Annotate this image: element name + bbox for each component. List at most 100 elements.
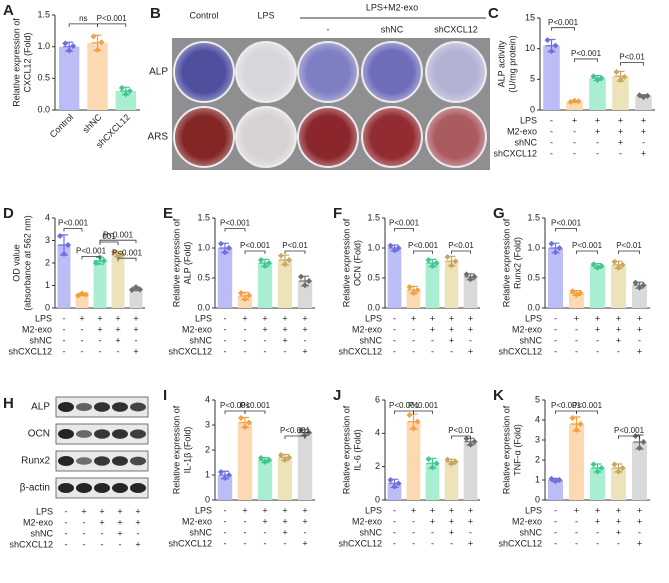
condition-sign: + xyxy=(302,538,307,548)
y-tick-label: 0.5 xyxy=(527,272,540,282)
y-axis-label: ALP activity xyxy=(496,40,506,87)
data-point xyxy=(258,455,264,461)
data-point xyxy=(414,287,421,293)
condition-sign: + xyxy=(282,335,287,345)
condition-sign: - xyxy=(393,324,396,334)
data-point xyxy=(75,292,81,299)
condition-name: M2-exo xyxy=(352,516,382,526)
condition-sign: - xyxy=(264,346,267,356)
condition-sign: + xyxy=(574,313,579,323)
condition-sign: - xyxy=(554,324,557,334)
blot-band xyxy=(112,429,128,439)
condition-sign: + xyxy=(262,516,267,526)
condition-sign: - xyxy=(393,538,396,548)
data-point xyxy=(278,252,284,259)
data-point xyxy=(573,427,580,433)
x-tick-label: shNC xyxy=(81,112,104,135)
condition-sign: + xyxy=(449,516,454,526)
data-point xyxy=(617,76,624,83)
bar xyxy=(547,248,564,308)
data-point xyxy=(101,257,107,264)
data-point xyxy=(433,260,440,266)
data-point xyxy=(590,461,597,468)
condition-sign: + xyxy=(135,506,140,516)
significance-label: P<0.01 xyxy=(619,53,645,62)
condition-sign: - xyxy=(264,527,267,537)
column-label: - xyxy=(327,24,330,34)
condition-sign: - xyxy=(65,517,68,527)
blot-band xyxy=(94,456,110,466)
data-point xyxy=(57,233,63,239)
data-point xyxy=(640,282,647,289)
condition-sign: - xyxy=(431,538,434,548)
condition-sign: + xyxy=(637,313,642,323)
condition-sign: - xyxy=(554,538,557,548)
data-point xyxy=(302,432,308,438)
condition-sign: + xyxy=(302,324,307,334)
condition-sign: + xyxy=(449,324,454,334)
bar xyxy=(635,95,652,110)
condition-sign: - xyxy=(81,324,84,334)
condition-sign: - xyxy=(617,538,620,548)
data-point xyxy=(258,257,264,263)
condition-sign: + xyxy=(97,324,102,334)
blot-band xyxy=(130,402,146,412)
condition-sign: - xyxy=(575,527,578,537)
condition-name: LPS xyxy=(525,505,542,515)
condition-name: M2-exo xyxy=(512,324,542,334)
bar xyxy=(568,293,585,308)
condition-sign: - xyxy=(99,346,102,356)
data-point xyxy=(636,284,643,291)
y-tick-label: 1.0 xyxy=(197,242,210,252)
data-point xyxy=(594,468,601,475)
error-bar xyxy=(279,254,291,266)
y-tick-label: 4 xyxy=(535,414,540,424)
condition-sign: - xyxy=(101,528,104,538)
y-axis-label: TNF-α (Fold) xyxy=(512,424,522,476)
condition-sign: - xyxy=(638,335,641,345)
well-shade xyxy=(362,42,422,102)
significance-label: P<0.001 xyxy=(97,14,128,23)
significance-bracket xyxy=(99,241,119,245)
condition-sign: + xyxy=(616,335,621,345)
data-point xyxy=(613,68,620,75)
y-tick-label: 2 xyxy=(45,257,50,267)
condition-sign: - xyxy=(119,539,122,549)
blot-band xyxy=(76,457,92,465)
significance-label: P<0.01 xyxy=(616,241,642,250)
condition-sign: + xyxy=(411,313,416,323)
data-point xyxy=(266,260,272,266)
y-axis-label: OCN (Fold) xyxy=(352,240,362,286)
error-bar xyxy=(407,413,420,430)
data-point xyxy=(410,290,417,296)
y-tick-label: 1.5 xyxy=(527,212,540,222)
condition-sign: - xyxy=(431,335,434,345)
condition-name: M2-exo xyxy=(23,517,53,527)
blot-band xyxy=(76,403,92,411)
condition-sign: - xyxy=(304,527,307,537)
bar xyxy=(297,281,313,308)
condition-sign: + xyxy=(302,516,307,526)
y-tick-label: 5 xyxy=(535,394,540,404)
panel-letter: E xyxy=(163,205,173,222)
data-point xyxy=(425,257,432,263)
column-label: shNC xyxy=(381,24,404,34)
condition-name: LPS xyxy=(35,313,52,323)
y-tick-label: 2 xyxy=(375,461,380,471)
significance-label: P<0.01 xyxy=(448,426,474,435)
data-point xyxy=(425,456,432,463)
y-tick-label: 3 xyxy=(535,434,540,444)
data-point xyxy=(302,282,308,289)
condition-sign: + xyxy=(133,346,138,356)
condition-name: M2-exo xyxy=(512,516,542,526)
data-point xyxy=(621,73,628,80)
significance-bracket xyxy=(284,435,306,439)
significance-bracket xyxy=(574,58,598,62)
panel-letter: F xyxy=(333,205,342,222)
y-tick-label: 15 xyxy=(525,12,535,22)
panel-letter: G xyxy=(493,205,505,222)
significance-label: P<0.001 xyxy=(112,248,143,257)
bar xyxy=(237,422,253,500)
bar xyxy=(75,294,89,308)
significance-label: 001 xyxy=(102,232,116,241)
